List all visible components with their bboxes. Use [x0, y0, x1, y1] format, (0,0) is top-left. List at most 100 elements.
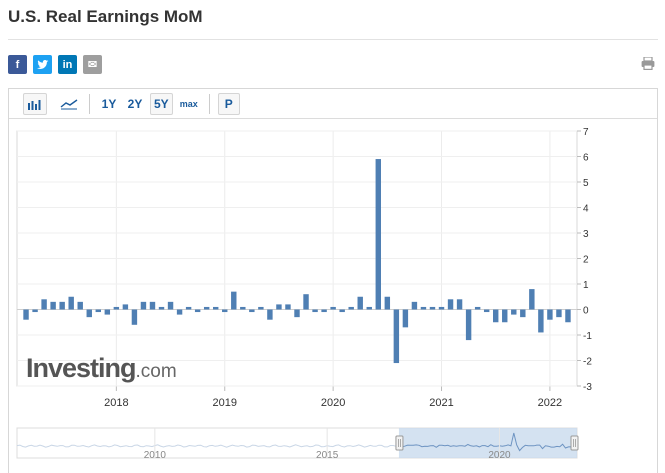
data-bar [357, 296, 363, 310]
data-bar [50, 301, 56, 310]
data-bar [41, 299, 47, 310]
data-bar [420, 306, 427, 310]
email-icon[interactable]: ✉ [83, 55, 102, 74]
share-bar: f in ✉ [8, 55, 102, 74]
y-tick-label: 5 [583, 178, 589, 189]
data-bar [339, 309, 345, 313]
x-tick-label: 2019 [212, 397, 236, 409]
y-tick-label: 6 [583, 153, 589, 164]
data-bar [267, 309, 273, 320]
data-bar [429, 306, 436, 310]
data-bar [438, 306, 445, 310]
navigator-label: 2020 [488, 450, 511, 461]
data-bar [547, 309, 553, 320]
data-bar [366, 306, 372, 310]
data-bar [384, 296, 391, 310]
data-bar [520, 309, 526, 318]
data-bar [77, 301, 83, 310]
toolbar-divider [9, 118, 657, 119]
twitter-icon[interactable] [33, 55, 52, 74]
x-tick-label: 2021 [429, 397, 453, 409]
data-bar [502, 309, 508, 323]
data-bar [294, 309, 300, 318]
data-bar [176, 309, 183, 315]
data-bar [474, 306, 481, 310]
data-bar [122, 304, 129, 310]
chart-toolbar: 1Y 2Y 5Y max P [23, 92, 244, 116]
navigator-handle[interactable] [395, 435, 404, 451]
data-bar [222, 309, 228, 313]
data-bar [213, 306, 219, 310]
data-bar [113, 306, 120, 310]
data-bar [86, 309, 92, 318]
data-bar [529, 289, 535, 310]
data-bar [411, 301, 418, 310]
navigator-label: 2010 [144, 450, 167, 461]
y-tick-label: -3 [583, 382, 592, 393]
x-tick-label: 2022 [538, 397, 562, 409]
data-bar [95, 309, 101, 313]
data-bar [447, 299, 454, 310]
facebook-icon[interactable]: f [8, 55, 27, 74]
data-bar [493, 309, 499, 323]
navigator-series-line [401, 432, 575, 452]
title-divider [8, 39, 658, 40]
data-bar [203, 306, 210, 310]
data-bar [194, 309, 201, 313]
data-bar [511, 309, 517, 315]
p-button[interactable]: P [217, 93, 240, 115]
y-tick-label: 1 [583, 280, 589, 291]
watermark-logo: Investing.com [26, 353, 177, 383]
data-bar [348, 306, 354, 310]
range-2y-button[interactable]: 2Y [127, 97, 143, 111]
data-bar [240, 306, 246, 310]
data-bar [32, 309, 38, 313]
data-bar [303, 294, 309, 310]
toolbar-separator [89, 94, 90, 114]
data-bar [249, 309, 255, 313]
data-bar [483, 309, 490, 313]
data-bar [68, 296, 74, 310]
data-bar [402, 309, 409, 328]
page-title: U.S. Real Earnings MoM [8, 7, 203, 26]
navigator-label: 2015 [316, 450, 339, 461]
data-bar [465, 309, 472, 341]
data-bar [158, 306, 165, 310]
line-chart-icon[interactable] [57, 93, 81, 115]
data-bar [393, 309, 400, 364]
data-bar [538, 309, 544, 333]
data-bar [285, 304, 291, 310]
data-bar [104, 309, 111, 315]
toolbar-separator-2 [208, 94, 210, 114]
bar-chart-icon[interactable] [23, 93, 47, 115]
data-bar [140, 301, 147, 310]
data-bar [556, 309, 562, 318]
data-bar [258, 306, 264, 310]
y-tick-label: 2 [583, 255, 589, 266]
y-tick-label: -1 [583, 331, 592, 342]
data-bar [321, 309, 327, 313]
data-bar [131, 309, 138, 325]
range-5y-button[interactable]: 5Y [150, 93, 173, 115]
navigator-history-line [16, 444, 397, 448]
data-bar [312, 309, 318, 313]
range-1y-button[interactable]: 1Y [101, 97, 117, 111]
data-bar [231, 291, 237, 310]
y-tick-label: 7 [583, 127, 589, 138]
data-bar [23, 309, 29, 320]
printer-icon[interactable] [641, 56, 655, 71]
range-max-button[interactable]: max [179, 99, 198, 109]
navigator-handle[interactable] [570, 435, 579, 451]
data-bar [276, 304, 282, 310]
data-bar [59, 301, 65, 310]
data-bar [330, 306, 336, 310]
data-bar [185, 306, 192, 310]
data-bar [375, 159, 381, 310]
linkedin-icon[interactable]: in [58, 55, 77, 74]
y-tick-label: -2 [583, 357, 592, 368]
data-bar [149, 301, 156, 310]
y-tick-label: 0 [583, 306, 589, 317]
y-tick-label: 3 [583, 229, 589, 240]
x-tick-label: 2018 [104, 397, 128, 409]
